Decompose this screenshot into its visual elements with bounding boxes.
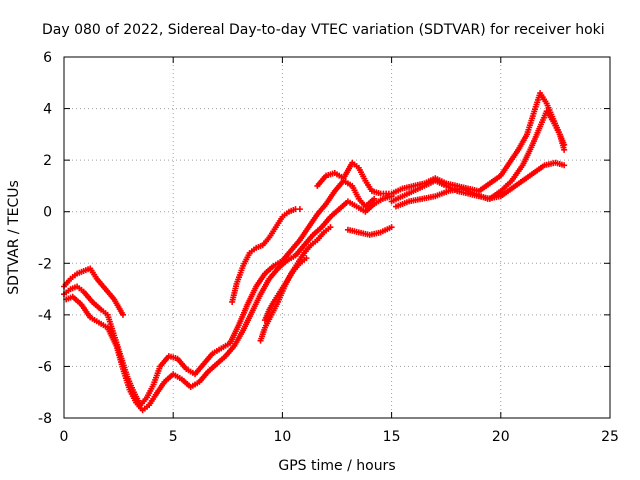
data-point bbox=[561, 141, 568, 148]
y-tick-label: 4 bbox=[43, 102, 52, 118]
data-point bbox=[119, 311, 126, 318]
x-tick-label: 20 bbox=[492, 429, 510, 445]
chart-title: Day 080 of 2022, Sidereal Day-to-day VTE… bbox=[42, 22, 605, 38]
data-points bbox=[61, 90, 568, 414]
data-point bbox=[327, 224, 334, 231]
y-tick-label: 2 bbox=[43, 153, 52, 169]
data-point bbox=[388, 224, 395, 231]
x-tick-label: 25 bbox=[601, 429, 619, 445]
y-tick-label: 0 bbox=[43, 205, 52, 221]
data-point bbox=[296, 206, 303, 213]
plot-frame bbox=[63, 56, 611, 419]
data-point bbox=[371, 195, 378, 202]
data-point bbox=[303, 255, 310, 262]
axis-ticks: 0 5 10 15 20 25 -8 -6 -4 -2 0 2 4 6 bbox=[38, 50, 619, 445]
x-tick-label: 5 bbox=[169, 429, 178, 445]
x-axis-label: GPS time / hours bbox=[278, 458, 395, 474]
y-axis-label: SDTVAR / TECUs bbox=[6, 180, 22, 295]
y-tick-label: 6 bbox=[43, 50, 52, 66]
y-tick-label: -8 bbox=[38, 411, 52, 427]
y-tick-label: -6 bbox=[38, 359, 52, 375]
y-tick-label: -2 bbox=[38, 256, 52, 272]
data-point bbox=[561, 162, 568, 169]
x-tick-label: 15 bbox=[383, 429, 401, 445]
x-tick-label: 0 bbox=[60, 429, 69, 445]
data-point bbox=[561, 146, 568, 153]
x-tick-label: 10 bbox=[273, 429, 291, 445]
grid bbox=[64, 57, 610, 418]
y-tick-label: -4 bbox=[38, 308, 52, 324]
